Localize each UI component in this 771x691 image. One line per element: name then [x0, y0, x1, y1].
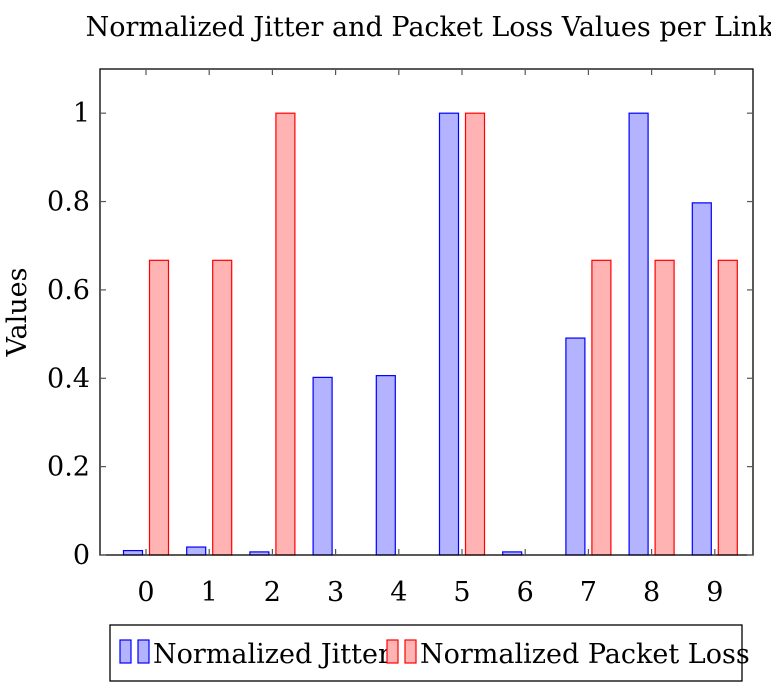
plot-frame	[99, 68, 754, 556]
y-tick-label: 0.6	[47, 275, 90, 306]
y-tick-label: 0.2	[47, 452, 90, 483]
bars-group	[122, 112, 738, 556]
y-tick-label: 0.4	[47, 363, 90, 394]
x-tick-label: 9	[706, 577, 723, 608]
axis-ticks	[100, 69, 753, 556]
bar-s1-link-0	[148, 259, 170, 556]
y-tick-label: 1	[73, 98, 90, 129]
bar-s0-link-7	[565, 337, 586, 556]
bar-s1-link-7	[591, 259, 612, 556]
x-tick-label: 3	[327, 577, 344, 608]
bar-s0-link-0	[122, 549, 144, 556]
bar-s0-link-9	[691, 202, 712, 556]
legend-label: Normalized Packet Loss	[420, 639, 750, 670]
bar-s1-link-2	[275, 112, 296, 556]
legend-swatch	[386, 639, 399, 664]
bar-s0-link-4	[375, 375, 396, 556]
bar-s0-link-1	[186, 546, 207, 556]
bar-s1-link-1	[212, 259, 233, 556]
bar-s0-link-8	[628, 112, 649, 556]
x-tick-label: 4	[390, 577, 407, 608]
chart-title: Normalized Jitter and Packet Loss Values…	[86, 12, 771, 43]
x-tick-label: 8	[643, 577, 660, 608]
legend-box	[109, 624, 743, 682]
x-tick-label: 1	[201, 577, 218, 608]
legend-swatch	[119, 639, 132, 664]
bar-s0-link-3	[312, 376, 333, 556]
x-tick-labels: 0 1 2 3 4 5 6 7 8 9	[137, 577, 723, 608]
y-tick-label: 0.8	[47, 187, 90, 218]
y-axis-label: Values	[2, 268, 33, 358]
y-tick-label: 0	[73, 540, 90, 571]
legend-swatch	[404, 639, 417, 664]
bar-s1-link-5	[464, 112, 486, 556]
x-tick-label: 6	[517, 577, 534, 608]
legend-label: Normalized Jitter	[153, 639, 391, 670]
bar-s1-link-8	[654, 259, 675, 556]
x-tick-label: 0	[137, 577, 154, 608]
x-tick-label: 5	[453, 577, 470, 608]
bar-s0-link-5	[438, 112, 460, 556]
x-tick-label: 2	[264, 577, 281, 608]
bar-s1-link-9	[717, 259, 738, 556]
legend-swatch	[137, 639, 150, 664]
y-tick-labels: 0 0.2 0.4 0.6 0.8 1	[47, 98, 90, 571]
legend-items: Normalized Jitter Normalized Packet Loss	[119, 639, 750, 670]
legend: Normalized Jitter Normalized Packet Loss	[109, 624, 750, 682]
x-tick-label: 7	[580, 577, 597, 608]
